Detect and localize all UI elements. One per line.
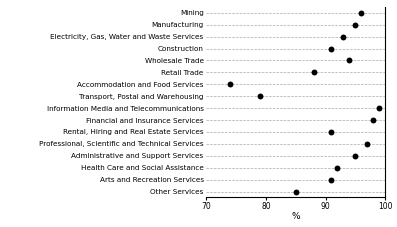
Point <box>376 106 382 110</box>
Point <box>310 71 317 74</box>
Point <box>334 166 341 170</box>
Point <box>227 82 233 86</box>
Point <box>328 47 335 50</box>
Point <box>364 142 370 146</box>
Point <box>370 118 376 122</box>
Point <box>346 59 353 62</box>
Point <box>352 154 358 158</box>
Point <box>328 130 335 134</box>
Point <box>340 35 347 38</box>
Point <box>358 11 364 15</box>
Point <box>328 178 335 181</box>
Point <box>352 23 358 27</box>
X-axis label: %: % <box>291 212 300 221</box>
Point <box>293 190 299 193</box>
Point <box>257 94 263 98</box>
